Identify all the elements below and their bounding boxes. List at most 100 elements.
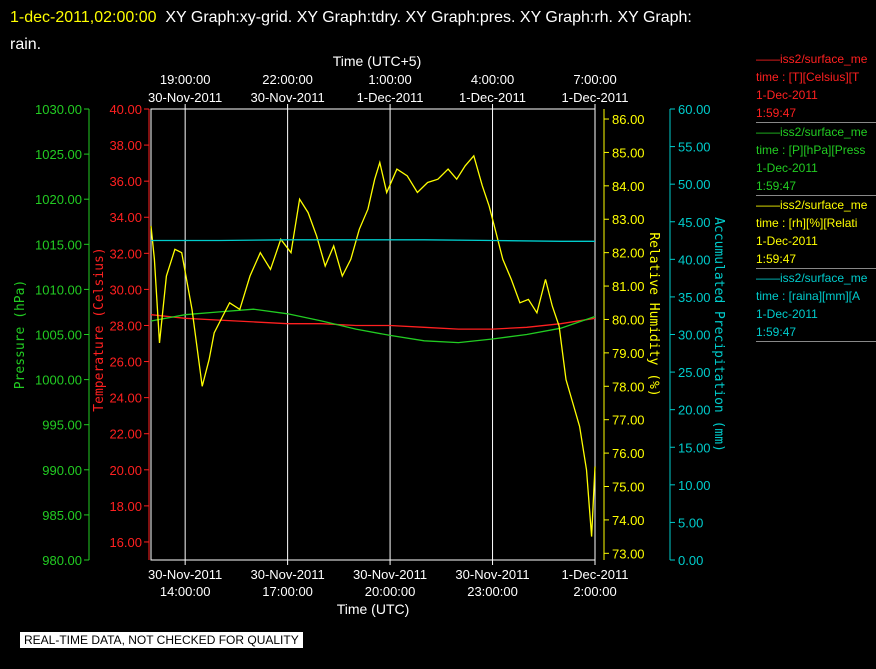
humidity-tick-label: 81.00 [612,279,645,294]
temperature-tick-label: 32.00 [109,246,142,261]
temperature-tick-label: 34.00 [109,210,142,225]
top-tick-date: 1-Dec-2011 [357,90,424,105]
temperature-tick-label: 36.00 [109,174,142,189]
humidity-axis-title: Relative Humidity (%) [646,232,661,396]
humidity-tick-label: 73.00 [612,546,645,561]
series-precip-line [151,239,595,242]
humidity-tick-label: 79.00 [612,346,645,361]
temperature-tick-label: 26.00 [109,355,142,370]
bottom-tick-date: 30-Nov-2011 [455,567,529,582]
legend-line: ——iss2/surface_me [756,125,868,139]
temperature-tick-label: 18.00 [109,499,142,514]
pressure-tick-label: 985.00 [42,508,82,523]
bottom-tick-date: 30-Nov-2011 [251,567,325,582]
pressure-tick-label: 980.00 [42,553,82,568]
legend-line: 1:59:47 [756,179,797,193]
top-tick-date: 30-Nov-2011 [148,90,222,105]
series-humidity-line [150,154,596,537]
legend-line: 1-Dec-2011 [756,161,818,175]
humidity-tick-label: 83.00 [612,212,645,227]
pressure-tick-label: 1020.00 [35,192,82,207]
humidity-tick-label: 75.00 [612,480,645,495]
legend-line: 1:59:47 [756,252,797,266]
pressure-tick-label: 990.00 [42,463,82,478]
temperature-tick-label: 20.00 [109,463,142,478]
header-graph-list-cont: rain. [10,36,42,53]
temperature-tick-label: 16.00 [109,535,142,550]
bottom-tick-time: 2:00:00 [573,584,616,599]
top-tick-time: 4:00:00 [471,72,514,87]
temperature-tick-label: 24.00 [109,391,142,406]
legend-line: time : [rh][%][Relati [756,216,858,230]
bottom-tick-time: 14:00:00 [160,584,211,599]
legend-line: 1-Dec-2011 [756,88,818,102]
precip-tick-label: 55.00 [678,140,711,155]
precip-tick-label: 50.00 [678,177,711,192]
pressure-tick-label: 1030.00 [35,102,82,117]
legend-line: 1-Dec-2011 [756,307,818,321]
humidity-tick-label: 80.00 [612,312,645,327]
precip-tick-label: 60.00 [678,102,711,117]
legend-line: time : [T][Celsius][T [756,70,860,84]
humidity-tick-label: 78.00 [612,379,645,394]
precip-tick-label: 45.00 [678,215,711,230]
precip-tick-label: 5.00 [678,515,703,530]
legend-line: 1-Dec-2011 [756,234,818,248]
temperature-tick-label: 30.00 [109,282,142,297]
precip-tick-label: 40.00 [678,252,711,267]
bottom-tick-time: 17:00:00 [262,584,313,599]
legend: ——iss2/surface_me time : [T][Celsius][T 1-… [756,50,876,342]
series-layer [150,154,596,537]
precip-tick-label: 30.00 [678,328,711,343]
temperature-tick-label: 28.00 [109,318,142,333]
graph-header: 1-dec-2011,02:00:00 XY Graph:xy-grid. XY… [10,4,750,58]
bottom-tick-time: 23:00:00 [467,584,518,599]
legend-line: ——iss2/surface_me [756,52,868,66]
top-tick-date: 1-Dec-2011 [562,90,629,105]
pressure-tick-label: 995.00 [42,418,82,433]
top-tick-date: 1-Dec-2011 [459,90,526,105]
humidity-tick-label: 85.00 [612,145,645,160]
legend-line: 1:59:47 [756,325,797,339]
bottom-tick-date: 30-Nov-2011 [353,567,427,582]
top-tick-time: 22:00:00 [262,72,313,87]
humidity-tick-label: 84.00 [612,179,645,194]
humidity-tick-label: 77.00 [612,413,645,428]
bottom-tick-date: 1-Dec-2011 [562,567,629,582]
quality-notice: REAL-TIME DATA, NOT CHECKED FOR QUALITY [20,632,303,648]
humidity-tick-label: 74.00 [612,513,645,528]
series-temperature-line [150,314,596,330]
header-graph-list: XY Graph:xy-grid. XY Graph:tdry. XY Grap… [165,9,692,26]
header-date: 1-dec-2011,02:00:00 [10,9,157,26]
precip-axis-title: Accumulated Precipitation (mm) [711,217,726,452]
legend-entry: ——iss2/surface_me time : [raina][mm][A 1-D… [756,269,876,342]
humidity-tick-label: 82.00 [612,246,645,261]
pressure-tick-label: 1025.00 [35,147,82,162]
precip-tick-label: 35.00 [678,290,711,305]
legend-line: time : [raina][mm][A [756,289,861,303]
top-tick-time: 19:00:00 [160,72,211,87]
precip-tick-label: 20.00 [678,403,711,418]
axes-layer: 1030.00 1025.00 1020.00 1015.00 1010.00 1005.… [13,53,726,617]
temperature-tick-label: 40.00 [109,102,142,117]
humidity-tick-label: 76.00 [612,446,645,461]
bottom-tick-date: 30-Nov-2011 [148,567,222,582]
legend-entry: ——iss2/surface_me time : [rh][%][Relati 1-… [756,196,876,269]
precip-tick-label: 0.00 [678,553,703,568]
precip-tick-label: 25.00 [678,365,711,380]
pressure-tick-label: 1005.00 [35,328,82,343]
temperature-axis-title: Temperature (Celsius) [92,247,107,411]
legend-line: time : [P][hPa][Press [756,143,866,157]
precip-tick-label: 10.00 [678,478,711,493]
pressure-axis-title: Pressure (hPa) [13,280,28,390]
top-axis-title: Time (UTC+5) [333,53,422,69]
temperature-tick-label: 38.00 [109,138,142,153]
temperature-tick-label: 22.00 [109,427,142,442]
legend-line: 1:59:47 [756,106,797,120]
pressure-tick-label: 1015.00 [35,237,82,252]
pressure-tick-label: 1010.00 [35,282,82,297]
top-tick-time: 1:00:00 [368,72,411,87]
